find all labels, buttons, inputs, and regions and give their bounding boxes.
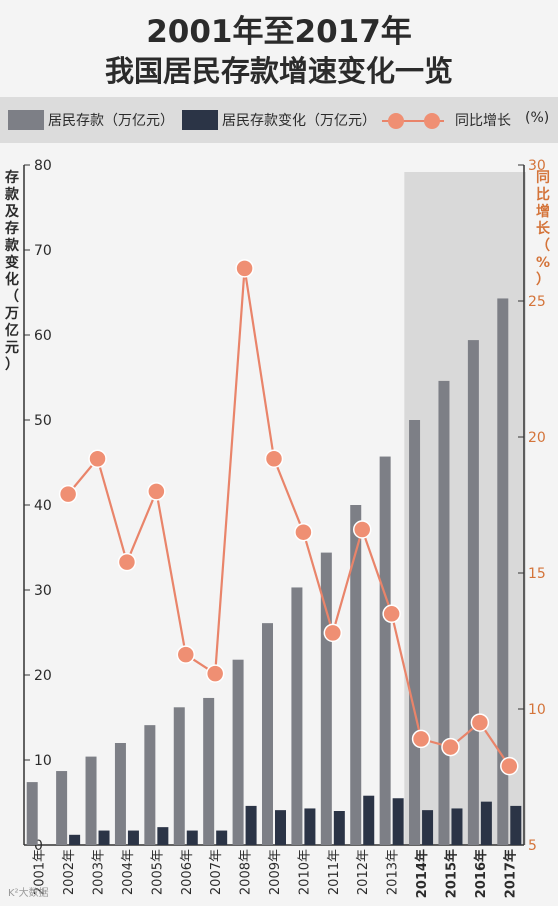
y-tick-label-left: 10 bbox=[34, 753, 52, 769]
bar-deposits bbox=[26, 782, 38, 845]
marker-growth bbox=[441, 737, 460, 757]
x-tick-label: 2002年 bbox=[62, 849, 77, 895]
legend-label-growth-unit: (%) bbox=[525, 110, 550, 126]
bar-deposit-change bbox=[245, 805, 257, 845]
bar-deposit-change bbox=[304, 808, 316, 845]
x-tick-label: 2012年 bbox=[356, 849, 371, 895]
x-tick-label: 2017年 bbox=[502, 849, 518, 898]
bar-deposit-change bbox=[510, 805, 522, 845]
marker-growth bbox=[235, 259, 254, 278]
x-tick-label: 2004年 bbox=[121, 849, 136, 895]
y-tick-label-left: 0 bbox=[34, 838, 43, 854]
bar-deposits bbox=[379, 456, 391, 845]
bar-deposit-change bbox=[127, 830, 139, 845]
marker-growth bbox=[205, 664, 225, 683]
bar-deposits bbox=[232, 659, 244, 845]
bar-deposits bbox=[497, 298, 509, 845]
x-tick-label: 2016年 bbox=[473, 849, 489, 898]
marker-growth bbox=[264, 449, 284, 469]
legend-swatch-change bbox=[182, 110, 218, 130]
bar-deposits bbox=[203, 697, 215, 845]
y-axis-left-label: 存款及存款变化（万亿元） bbox=[5, 170, 19, 373]
legend-swatch-deposits bbox=[8, 110, 44, 130]
y-tick-label-right: 20 bbox=[528, 430, 546, 446]
bar-deposits bbox=[173, 707, 185, 845]
x-tick-label: 2014年 bbox=[414, 849, 430, 898]
bar-deposit-change bbox=[363, 795, 375, 845]
bar-deposit-change bbox=[98, 830, 110, 845]
marker-growth bbox=[323, 623, 343, 643]
bar-deposits bbox=[56, 771, 68, 845]
y-tick-label-right: 25 bbox=[528, 294, 546, 310]
marker-growth bbox=[382, 604, 401, 624]
chart-title-line1: 2001年至2017年 bbox=[146, 14, 412, 50]
bar-deposit-change bbox=[216, 830, 228, 845]
bar-deposits bbox=[85, 756, 97, 845]
x-tick-label: 2009年 bbox=[268, 849, 283, 895]
y-tick-label-right: 30 bbox=[528, 158, 546, 174]
x-tick-label: 2011年 bbox=[327, 849, 342, 895]
legend-label-change: 居民存款变化（万亿元） bbox=[222, 113, 376, 129]
chart-title-line2: 我国居民存款增速变化一览 bbox=[104, 54, 453, 88]
x-tick-label: 2005年 bbox=[150, 849, 165, 895]
marker-growth bbox=[500, 756, 519, 776]
bar-deposits bbox=[438, 380, 450, 845]
y-tick-label-left: 40 bbox=[34, 498, 52, 514]
bar-deposit-change bbox=[186, 830, 198, 845]
source-credit: K²大数据 bbox=[8, 888, 49, 899]
y-tick-label-left: 20 bbox=[34, 668, 52, 684]
x-tick-label: 2001年 bbox=[33, 849, 48, 895]
bar-deposit-change bbox=[480, 801, 492, 845]
marker-growth bbox=[352, 520, 372, 539]
x-tick-label: 2013年 bbox=[386, 849, 401, 895]
bar-deposit-change bbox=[333, 811, 345, 845]
marker-growth bbox=[176, 645, 196, 664]
marker-growth bbox=[58, 484, 78, 504]
bar-deposits bbox=[291, 587, 303, 845]
x-tick-label: 2015年 bbox=[443, 849, 459, 898]
x-tick-label: 2010年 bbox=[297, 849, 312, 895]
bar-deposits bbox=[320, 552, 332, 845]
y-tick-label-left: 30 bbox=[34, 583, 52, 599]
bar-deposits bbox=[467, 340, 479, 845]
marker-growth bbox=[470, 713, 490, 732]
legend-bar bbox=[0, 97, 558, 143]
x-tick-label: 2008年 bbox=[239, 849, 254, 895]
y-axis-right-label: 同比增长（%） bbox=[535, 170, 551, 288]
y-tick-label-right: 15 bbox=[528, 566, 546, 582]
y-tick-label-left: 70 bbox=[34, 243, 52, 259]
x-tick-label: 2003年 bbox=[92, 849, 107, 895]
marker-growth bbox=[411, 729, 431, 749]
marker-growth bbox=[117, 552, 137, 572]
y-tick-label-left: 60 bbox=[34, 328, 52, 344]
line-growth bbox=[67, 268, 511, 767]
bar-deposit-change bbox=[275, 810, 286, 845]
bar-deposit-change bbox=[451, 808, 463, 845]
y-tick-label-right: 10 bbox=[528, 702, 546, 718]
bar-deposits bbox=[114, 743, 126, 845]
legend-label-growth: 同比增长 bbox=[455, 113, 511, 129]
bar-deposits bbox=[409, 420, 421, 845]
bar-deposits bbox=[350, 505, 362, 845]
bar-deposit-change bbox=[392, 798, 404, 845]
bar-deposits bbox=[144, 725, 156, 845]
legend-label-deposits: 居民存款（万亿元） bbox=[48, 113, 174, 129]
x-tick-label: 2007年 bbox=[209, 849, 224, 895]
y-tick-label-right: 5 bbox=[528, 838, 537, 854]
bar-deposit-change bbox=[157, 827, 169, 845]
marker-growth bbox=[147, 482, 166, 501]
bar-deposit-change bbox=[69, 834, 81, 845]
y-tick-label-left: 80 bbox=[34, 158, 52, 174]
marker-growth bbox=[294, 522, 313, 542]
marker-growth bbox=[88, 449, 107, 469]
bar-deposit-change bbox=[422, 810, 434, 845]
x-tick-label: 2006年 bbox=[180, 849, 195, 895]
y-tick-label-left: 50 bbox=[34, 413, 52, 429]
bar-deposits bbox=[262, 623, 273, 845]
